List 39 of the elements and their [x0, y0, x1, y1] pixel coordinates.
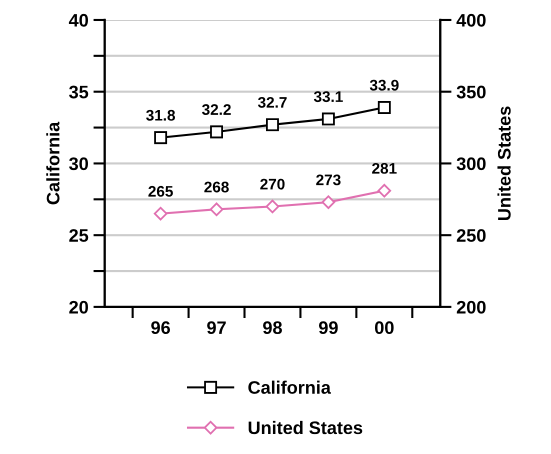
x-tick-label: 97 — [207, 321, 226, 334]
y-axis-title: California — [46, 122, 60, 204]
point — [210, 202, 224, 216]
legend-label: California — [248, 380, 331, 394]
y-tick-label: 25 — [69, 229, 88, 242]
point — [378, 101, 391, 114]
data-label: 268 — [204, 182, 229, 192]
y2-tick-label: 400 — [456, 14, 486, 27]
x-tick-label: 98 — [263, 321, 282, 334]
y-tick-label: 20 — [69, 300, 88, 314]
data-label: 31.8 — [146, 110, 176, 121]
y2-tick-label: 250 — [456, 229, 486, 242]
data-label: 265 — [148, 186, 173, 197]
y2-tick-label: 200 — [456, 300, 486, 314]
point — [154, 131, 168, 144]
y2-tick-label: 300 — [456, 157, 486, 170]
data-label: 33.1 — [314, 91, 343, 102]
data-label: 33.9 — [370, 80, 399, 91]
data-label: 32.7 — [258, 96, 287, 108]
point — [266, 118, 279, 132]
data-label: 281 — [372, 162, 397, 174]
point — [378, 184, 392, 198]
legend-label: United States — [248, 420, 362, 434]
y-tick-label: 35 — [69, 86, 88, 98]
x-tick-label: 99 — [318, 321, 338, 334]
point — [154, 206, 168, 220]
x-tick-label: 96 — [151, 321, 170, 334]
point — [322, 195, 336, 209]
y-tick-label: 40 — [68, 14, 88, 27]
point — [322, 112, 335, 126]
data-label: 270 — [260, 178, 285, 190]
y-tick-label: 30 — [69, 157, 88, 170]
data-label: 32.2 — [202, 104, 231, 115]
data-label: 273 — [316, 174, 341, 186]
y2-axis-title: United States — [497, 106, 511, 220]
y2-tick-label: 350 — [456, 86, 486, 98]
x-tick-label: 00 — [374, 321, 394, 334]
point — [210, 125, 224, 138]
point — [266, 200, 280, 214]
